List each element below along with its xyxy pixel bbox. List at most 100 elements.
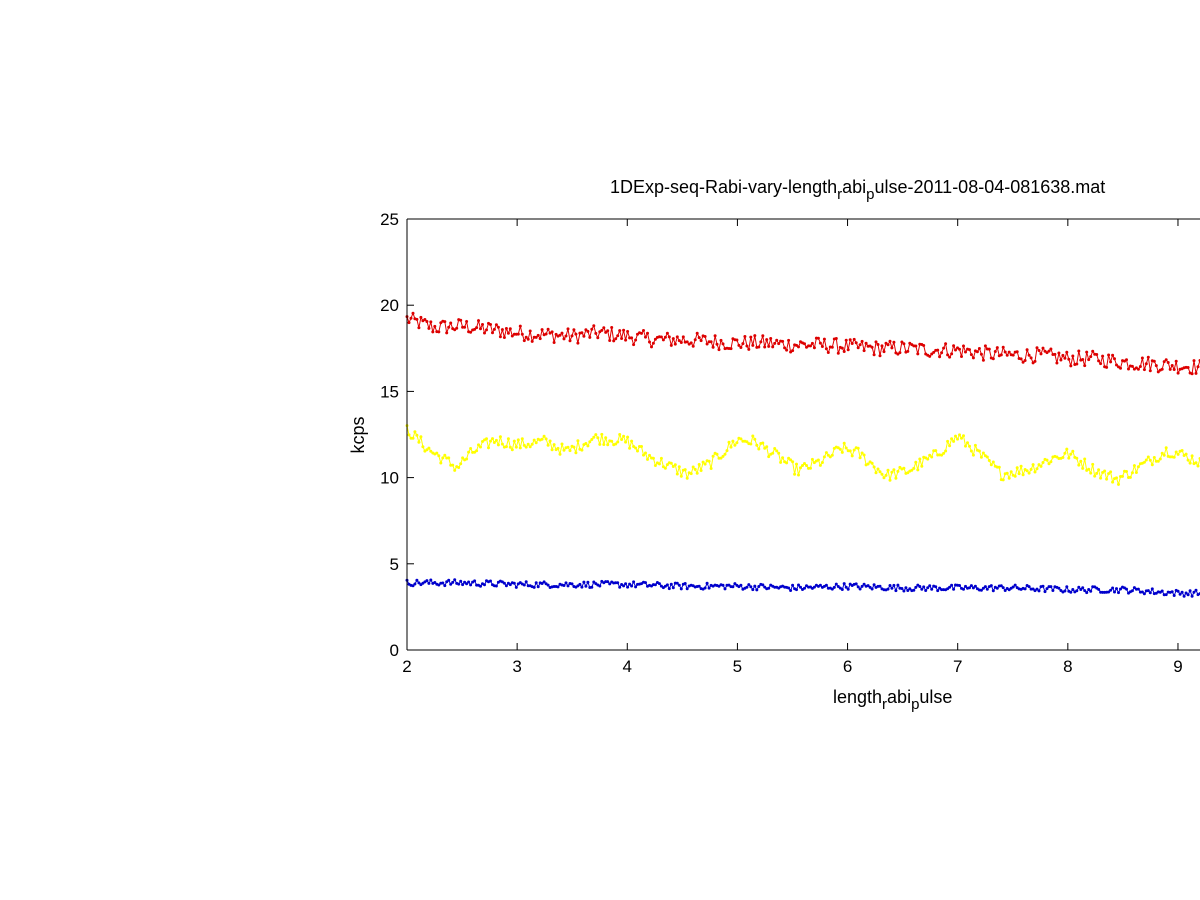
series-2-point [902,466,906,470]
series-3-point [832,585,836,589]
series-1-point [1037,349,1041,352]
series-1-point [995,346,999,350]
series-1-point [781,339,785,343]
series-2-point [894,476,898,480]
series-1-point [483,331,486,335]
series-3-point [546,583,550,587]
series-2-point [610,439,614,443]
series-2-point [723,452,727,456]
series-2-point [1136,465,1140,469]
series-1-point [1047,349,1051,353]
series-1-point [721,342,725,346]
series-1-point [1067,357,1071,361]
series-2-point [1007,476,1011,480]
series-1-point [582,334,586,338]
x-axis-label: lengthrabipulse [833,687,952,713]
series-2-point [558,452,562,456]
series-3-point [834,582,838,586]
series-2-point [715,452,719,456]
series-2-point [520,437,524,441]
series-2-point [886,468,890,472]
series-3-point [749,585,753,589]
series-1-point [1140,356,1144,360]
series-1-point [689,341,693,345]
series-3-point [914,585,918,589]
series-3-point [928,584,932,588]
series-1-point [705,342,709,346]
series-3-point [703,586,707,590]
series-3-point [1051,589,1055,592]
series-2-point [685,476,689,480]
series-2-point [514,445,518,449]
series-1-point [498,335,502,339]
series-2-point [781,456,785,460]
series-1-point [850,342,854,345]
series-3-point [999,584,1003,588]
series-3-point [508,583,512,587]
series-3-point [908,587,912,591]
series-2-point [669,461,673,465]
series-2-point [548,439,552,443]
series-2-point [703,462,707,466]
series-2-point [785,461,789,465]
series-1-point [600,328,604,332]
series-3-point [818,583,822,587]
series-2-point [644,451,647,455]
series-1-point [773,341,777,345]
series-1-point [588,335,592,339]
series-2-point [1107,472,1111,476]
series-1-point [783,346,787,350]
series-3-point [830,587,834,591]
series-3-point [866,584,870,588]
series-2-point [719,456,723,460]
series-3-point [870,587,874,591]
series-1-point [516,332,520,336]
series-1-point [812,346,816,350]
series-2-point [797,473,800,477]
series-2-point [1099,476,1103,480]
series-1-point [834,337,838,340]
series-3-point [1178,592,1182,596]
series-1-point [739,346,743,349]
series-3-point [840,588,844,591]
series-2-point [524,445,528,449]
series-3-point [657,582,661,586]
series-2-point [701,460,705,464]
series-3-point [1136,587,1140,591]
series-3-point [888,584,892,587]
series-3-point [844,585,848,589]
series-2-point [842,441,846,445]
series-1-point [930,352,934,356]
series-2-point [809,466,812,470]
series-2-point [856,446,860,450]
series-3-point [747,583,751,587]
series-2-point [1148,458,1152,462]
series-2-point [1049,460,1053,464]
series-1-point [552,341,556,344]
series-2-point [425,448,429,452]
series-3-point [824,583,828,587]
series-1-point [890,346,894,350]
series-3-point [1081,586,1085,590]
series-1-point [922,344,926,347]
series-3-point [1065,585,1069,589]
series-1-point [469,330,473,334]
series-3-point [1037,589,1041,593]
series-3-point [522,583,526,587]
series-1-point [1011,353,1015,357]
series-1-point [1142,368,1146,372]
y-tick-label: 5 [390,555,399,574]
series-3-point [745,585,749,589]
series-3-point [608,582,612,586]
series-2-point [1015,466,1019,470]
x-tick-label: 8 [1063,657,1072,676]
series-1-point [566,327,570,331]
series-2-point [1001,478,1005,482]
series-2-point [729,445,733,449]
series-2-point [413,430,417,434]
series-1-point [960,355,963,358]
series-2-point [544,437,548,441]
series-3-point [1172,594,1176,597]
series-1-point [1186,366,1190,369]
series-2-point [481,440,484,443]
